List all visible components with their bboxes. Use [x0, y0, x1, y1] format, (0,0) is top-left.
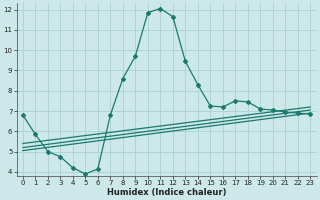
- X-axis label: Humidex (Indice chaleur): Humidex (Indice chaleur): [107, 188, 226, 197]
